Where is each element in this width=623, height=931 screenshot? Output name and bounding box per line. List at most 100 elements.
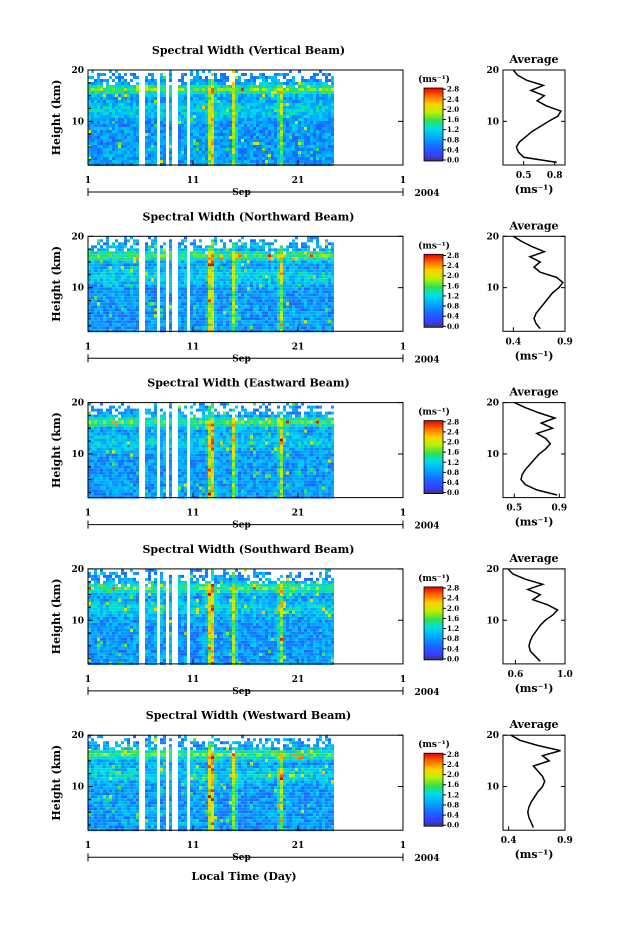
heatmap-cell bbox=[262, 148, 265, 151]
heatmap-cell bbox=[178, 272, 181, 276]
heatmap-cell bbox=[310, 91, 313, 94]
heatmap-cell bbox=[133, 305, 136, 309]
heatmap-cell bbox=[100, 480, 103, 484]
heatmap-cell bbox=[256, 275, 259, 279]
heatmap-cell bbox=[103, 139, 106, 142]
heatmap-cell bbox=[223, 299, 226, 303]
heatmap-cell bbox=[112, 245, 115, 249]
heatmap-cell bbox=[118, 91, 121, 94]
average-title: Average bbox=[508, 219, 558, 232]
heatmap-cell bbox=[244, 266, 247, 270]
heatmap-cell bbox=[238, 311, 241, 315]
heatmap-cell bbox=[316, 257, 319, 261]
heatmap-cell bbox=[115, 130, 118, 133]
heatmap-cell bbox=[124, 456, 127, 460]
heatmap-cell bbox=[151, 326, 154, 330]
heatmap-cell bbox=[301, 245, 304, 249]
heatmap-cell bbox=[229, 272, 232, 276]
heatmap-cell bbox=[118, 492, 121, 496]
heatmap-cell bbox=[163, 85, 166, 88]
heatmap-cell bbox=[289, 94, 292, 97]
heatmap-cell bbox=[310, 326, 313, 330]
heatmap-cell bbox=[151, 281, 154, 285]
heatmap-cell bbox=[127, 450, 130, 454]
heatmap-cell bbox=[316, 133, 319, 136]
heatmap-cell bbox=[208, 70, 211, 73]
heatmap-cell bbox=[136, 257, 139, 261]
heatmap-cell bbox=[283, 326, 286, 330]
heatmap-cell bbox=[286, 127, 289, 130]
heatmap-cell bbox=[331, 148, 334, 151]
heatmap-cell bbox=[178, 85, 181, 88]
heatmap-cell bbox=[109, 287, 112, 291]
heatmap-cell bbox=[109, 420, 112, 424]
heatmap-cell bbox=[226, 260, 229, 264]
heatmap-cell bbox=[160, 290, 163, 294]
heatmap-cell bbox=[280, 275, 283, 279]
heatmap-cell bbox=[286, 260, 289, 264]
heatmap-cell bbox=[220, 287, 223, 291]
heatmap-cell bbox=[241, 157, 244, 160]
heatmap-cell bbox=[235, 91, 238, 94]
heatmap-cell bbox=[253, 91, 256, 94]
heatmap-cell bbox=[214, 118, 217, 121]
heatmap-cell bbox=[124, 459, 127, 463]
heatmap-cell bbox=[256, 118, 259, 121]
heatmap-cell bbox=[190, 257, 193, 261]
y-tick-label: 20 bbox=[71, 66, 84, 76]
heatmap-cell bbox=[163, 290, 166, 294]
heatmap-cell bbox=[97, 91, 100, 94]
heatmap-cell bbox=[265, 133, 268, 136]
heatmap-cell bbox=[301, 266, 304, 270]
heatmap-cell bbox=[106, 239, 109, 243]
heatmap-cell bbox=[193, 91, 196, 94]
heatmap-cell bbox=[286, 314, 289, 318]
heatmap-cell bbox=[238, 326, 241, 330]
heatmap-cell bbox=[301, 272, 304, 276]
heatmap-cell bbox=[325, 302, 328, 306]
heatmap-cell bbox=[265, 323, 268, 327]
heatmap-cell bbox=[283, 160, 286, 163]
heatmap-cell bbox=[124, 281, 127, 285]
heatmap-cell bbox=[214, 263, 217, 267]
heatmap-cell bbox=[88, 450, 91, 454]
heatmap-cell bbox=[106, 456, 109, 460]
heatmap-cell bbox=[169, 251, 172, 255]
heatmap-cell bbox=[109, 154, 112, 157]
heatmap-cell bbox=[217, 266, 220, 270]
heatmap-cell bbox=[292, 154, 295, 157]
heatmap-cell bbox=[106, 272, 109, 276]
heatmap-cell bbox=[292, 76, 295, 79]
heatmap-cell bbox=[169, 317, 172, 321]
avg-x-tick-label: 0.5 bbox=[516, 171, 532, 181]
heatmap-cell bbox=[208, 326, 211, 330]
heatmap-cell bbox=[124, 154, 127, 157]
heatmap-cell bbox=[106, 326, 109, 330]
heatmap-cell bbox=[292, 139, 295, 142]
heatmap-cell bbox=[109, 133, 112, 136]
heatmap-cell bbox=[154, 326, 157, 330]
colorbar-tick-label: 2.0 bbox=[447, 105, 459, 114]
heatmap-cell bbox=[331, 242, 334, 246]
heatmap-cell bbox=[307, 296, 310, 300]
heatmap-cell bbox=[145, 305, 148, 309]
heatmap-cell bbox=[256, 242, 259, 246]
heatmap-cell bbox=[238, 248, 241, 252]
heatmap-cell bbox=[169, 70, 172, 73]
heatmap-cell bbox=[319, 160, 322, 163]
heatmap-cell bbox=[91, 148, 94, 151]
heatmap-cell bbox=[331, 293, 334, 297]
heatmap-cell bbox=[154, 121, 157, 124]
heatmap-cell bbox=[238, 266, 241, 270]
heatmap-cell bbox=[184, 97, 187, 100]
heatmap-cell bbox=[109, 411, 112, 415]
heatmap-cell bbox=[154, 103, 157, 106]
heatmap-cell bbox=[124, 103, 127, 106]
heatmap-cell bbox=[193, 79, 196, 82]
heatmap-cell bbox=[319, 263, 322, 267]
heatmap-cell bbox=[136, 290, 139, 294]
heatmap-cell bbox=[178, 305, 181, 309]
heatmap-cell bbox=[100, 432, 103, 436]
heatmap-cell bbox=[250, 290, 253, 294]
heatmap-cell bbox=[211, 121, 214, 124]
